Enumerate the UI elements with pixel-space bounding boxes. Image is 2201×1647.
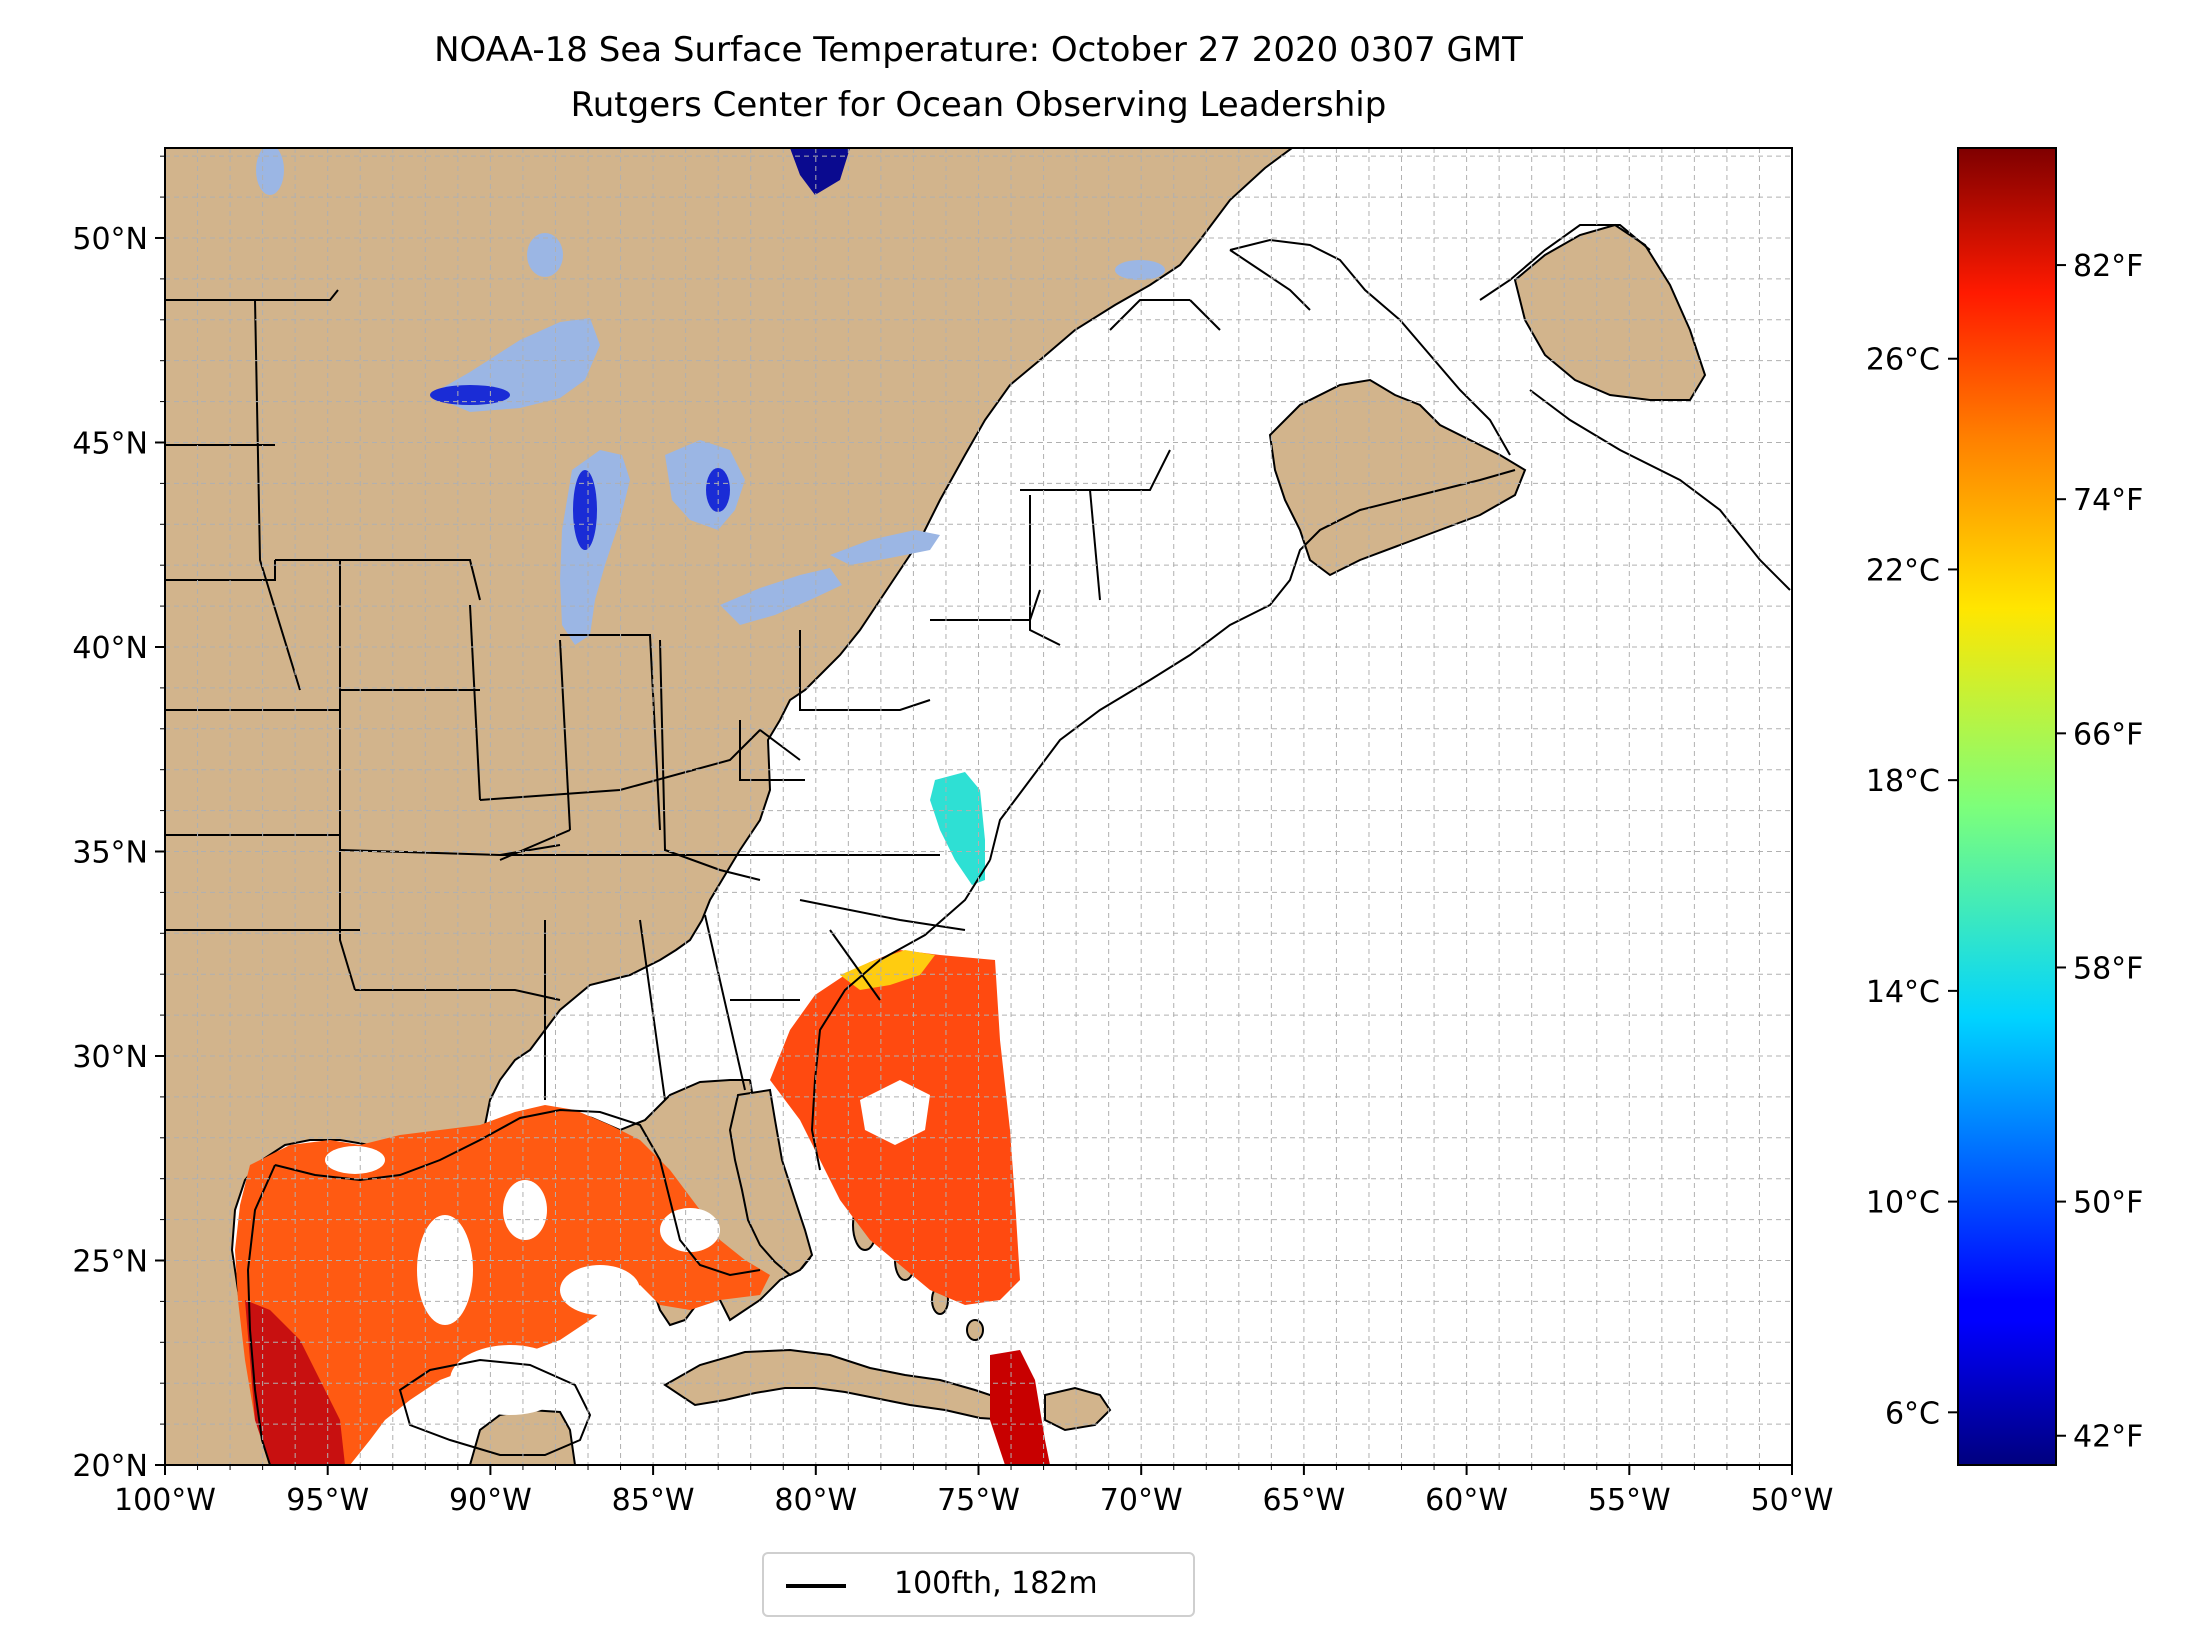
land-maritimes xyxy=(1268,378,1527,577)
lon-tick-label: 95°W xyxy=(286,1483,369,1518)
legend-swatch-isobath xyxy=(786,1584,846,1588)
chart-subtitle: Rutgers Center for Ocean Observing Leade… xyxy=(570,85,1387,125)
colorbar-ticks: 6°C 10°C 14°C 18°C 22°C 26°C 42°F 50°F 58°F 66°F 7… xyxy=(1866,249,2144,1455)
lon-tick-label: 100°W xyxy=(114,1483,216,1518)
fahrenheit-tick-label: 74°F xyxy=(2073,483,2143,518)
lon-tick-label: 55°W xyxy=(1588,1483,1671,1518)
lat-tick-label: 30°N xyxy=(72,1040,148,1075)
celsius-tick-label: 22°C xyxy=(1866,553,1940,588)
lon-tick-label: 65°W xyxy=(1262,1483,1345,1518)
lat-tick-label: 25°N xyxy=(72,1244,148,1279)
atlantic-sst-warm xyxy=(840,950,935,990)
gulf-cloud-gaps xyxy=(325,1146,720,1415)
colorbar: 6°C 10°C 14°C 18°C 22°C 26°C 42°F 50°F 58°F 66°F 7… xyxy=(1866,147,2144,1466)
legend: 100fth, 182m xyxy=(762,1552,1195,1617)
gs-cloud-gaps xyxy=(860,1080,930,1145)
fahrenheit-tick-label: 50°F xyxy=(2073,1186,2143,1221)
lon-tick-label: 50°W xyxy=(1751,1483,1834,1518)
hudson-bay-sst xyxy=(790,148,850,195)
lat-tick-label: 20°N xyxy=(72,1449,148,1484)
colorbar-ramp xyxy=(1957,147,2057,1466)
celsius-tick-label: 14°C xyxy=(1866,975,1940,1010)
lat-tick-label: 35°N xyxy=(72,835,148,870)
axis-ticks: 100°W 95°W 90°W 85°W 80°W 75°W 70°W 65°W 60°W 55°… xyxy=(72,155,1834,1518)
celsius-tick-label: 6°C xyxy=(1885,1396,1940,1431)
land-hispaniola xyxy=(1044,1386,1112,1432)
celsius-tick-label: 26°C xyxy=(1866,343,1940,378)
gulf-sst xyxy=(235,1105,770,1465)
celsius-tick-label: 10°C xyxy=(1866,1186,1940,1221)
lat-tick-label: 40°N xyxy=(72,631,148,666)
legend-label-isobath: 100fth, 182m xyxy=(894,1566,1098,1601)
isobath-100fth xyxy=(246,224,1791,1465)
chart-title: NOAA-18 Sea Surface Temperature: October… xyxy=(434,30,1523,70)
fahrenheit-tick-label: 42°F xyxy=(2073,1420,2143,1455)
map-area xyxy=(165,148,1792,1465)
fahrenheit-tick-label: 82°F xyxy=(2073,249,2143,284)
caribbean-sst xyxy=(990,1350,1050,1465)
lon-tick-label: 90°W xyxy=(449,1483,532,1518)
fahrenheit-tick-label: 58°F xyxy=(2073,951,2143,986)
land-newfoundland xyxy=(1513,223,1707,401)
lon-tick-label: 70°W xyxy=(1100,1483,1183,1518)
midatlantic-sst xyxy=(930,772,985,885)
fahrenheit-tick-label: 66°F xyxy=(2073,717,2143,752)
lon-tick-label: 80°W xyxy=(774,1483,857,1518)
celsius-tick-label: 18°C xyxy=(1866,764,1940,799)
land-florida xyxy=(728,1088,814,1277)
lon-tick-label: 85°W xyxy=(612,1483,695,1518)
lat-tick-label: 45°N xyxy=(72,426,148,461)
lon-tick-label: 60°W xyxy=(1425,1483,1508,1518)
lon-tick-label: 75°W xyxy=(937,1483,1020,1518)
lat-tick-label: 50°N xyxy=(72,222,148,257)
graticule xyxy=(165,148,1792,1465)
state-borders xyxy=(165,289,1221,1101)
